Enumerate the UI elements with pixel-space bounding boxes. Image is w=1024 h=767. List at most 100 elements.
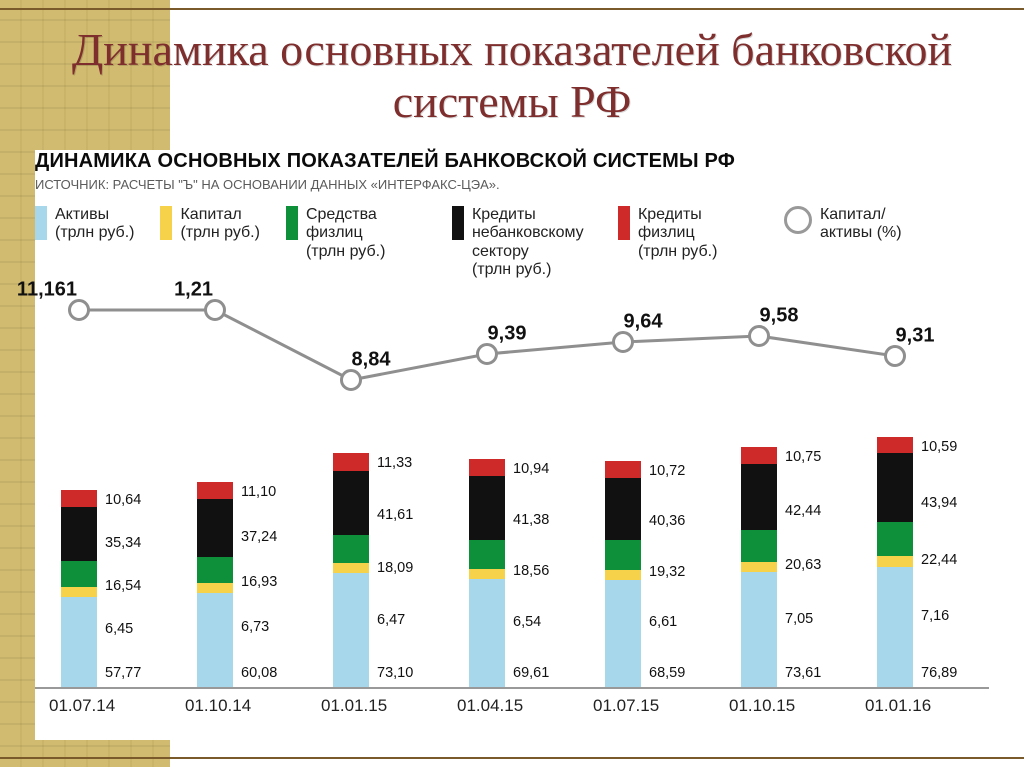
value-label: 73,61: [785, 665, 855, 681]
legend-label: Капитал(трлн руб.): [180, 206, 259, 243]
bar-segment-capital: [741, 562, 777, 573]
bar-segment-credits_fl: [333, 453, 369, 471]
value-label: 60,08: [241, 665, 311, 681]
bar-segment-capital: [333, 563, 369, 573]
bar-group: 10,6435,3416,546,4557,77: [35, 292, 171, 687]
bar-value-labels: 10,75 42,44 20,63 7,05 73,61: [785, 447, 855, 686]
bar-segment-deposits: [61, 561, 97, 587]
bar-segment-capital: [61, 587, 97, 597]
value-label: 10,75: [785, 449, 855, 465]
value-label: 10,59: [921, 439, 991, 455]
legend-label: Кредиты физлиц(трлн руб.): [638, 206, 758, 261]
bar-stack: [197, 482, 233, 687]
bar-segment-deposits: [333, 535, 369, 563]
bar-segment-credits_nb: [877, 453, 913, 521]
bar-segment-assets: [61, 597, 97, 687]
bar-segment-credits_nb: [469, 476, 505, 540]
legend-marker-circle: [784, 206, 812, 234]
bar-segment-credits_nb: [741, 464, 777, 530]
value-label: 10,94: [513, 461, 583, 477]
slide-title: Динамика основных показателей банковской…: [0, 24, 1024, 127]
value-label: 43,94: [921, 495, 991, 511]
value-label: 68,59: [649, 665, 719, 681]
value-label: 41,61: [377, 507, 447, 523]
legend-item: Кредиты физлиц(трлн руб.): [618, 206, 758, 280]
bar-segment-credits_fl: [469, 459, 505, 476]
bar-value-labels: 11,3341,6118,096,4773,10: [377, 453, 447, 686]
x-axis-label: 01.07.15: [593, 696, 659, 716]
bar-segment-credits_nb: [605, 478, 641, 541]
bar-stack: [61, 490, 97, 686]
value-label: 6,54: [513, 614, 583, 630]
value-label: 41,38: [513, 512, 583, 528]
bar-segment-capital: [877, 556, 913, 567]
bar-stack: [741, 447, 777, 686]
bar-value-labels: 10,59 43,94 22,44 7,16 76,89: [921, 437, 991, 687]
value-label: 7,16: [921, 608, 991, 624]
value-label: 16,93: [241, 574, 311, 590]
value-label: 10,64: [105, 492, 175, 508]
bar-segment-credits_fl: [741, 447, 777, 464]
bar-group: 10,9441,3818,566,5469,61: [443, 292, 579, 687]
legend-label: Капитал/ активы (%): [820, 206, 940, 243]
bar-value-labels: 11,1037,2416,936,7360,08: [241, 482, 311, 687]
value-label: 11,10: [241, 484, 311, 500]
legend-item: Средства физлиц(трлн руб.): [286, 206, 426, 280]
value-label: 6,73: [241, 619, 311, 635]
bar-segment-assets: [197, 593, 233, 686]
value-label: 73,10: [377, 665, 447, 681]
bar-segment-deposits: [197, 557, 233, 583]
legend-label: Средства физлиц(трлн руб.): [306, 206, 426, 261]
value-label: 10,72: [649, 463, 719, 479]
bar-segment-assets: [741, 572, 777, 686]
legend-swatch: [452, 206, 464, 240]
value-label: 6,45: [105, 621, 175, 637]
bar-segment-capital: [605, 570, 641, 580]
bar-group: 10,7542,4420,637,0573,61: [715, 292, 851, 687]
bar-segment-assets: [605, 580, 641, 686]
plot-area: 11,1611,218,849,399,649,589,31 10,6435,3…: [35, 292, 989, 689]
bar-segment-credits_fl: [197, 482, 233, 499]
x-axis-label: 01.10.14: [185, 696, 251, 716]
bar-group: 11,1037,2416,936,7360,08: [171, 292, 307, 687]
legend-item: Активы(трлн руб.): [35, 206, 134, 280]
value-label: 6,47: [377, 612, 447, 628]
legend-item: Капитал(трлн руб.): [160, 206, 259, 280]
bar-stack: [877, 437, 913, 687]
bar-segment-assets: [877, 567, 913, 686]
bar-segment-capital: [469, 569, 505, 579]
bar-stack: [605, 461, 641, 687]
chart-subtitle: ДИНАМИКА ОСНОВНЫХ ПОКАЗАТЕЛЕЙ БАНКОВСКОЙ…: [35, 150, 989, 173]
slide: Динамика основных показателей банковской…: [0, 0, 1024, 767]
bar-segment-credits_nb: [333, 471, 369, 535]
frame-top: [0, 8, 1024, 10]
bar-segment-deposits: [741, 530, 777, 562]
value-label: 57,77: [105, 665, 175, 681]
x-axis-label: 01.10.15: [729, 696, 795, 716]
value-label: 42,44: [785, 503, 855, 519]
bar-segment-assets: [469, 579, 505, 687]
legend-swatch: [286, 206, 298, 240]
bar-stack: [333, 453, 369, 686]
legend: Активы(трлн руб.) Капитал(трлн руб.) Средс…: [35, 206, 989, 280]
value-label: 22,44: [921, 552, 991, 568]
legend-swatch: [160, 206, 172, 240]
bar-segment-deposits: [877, 522, 913, 557]
value-label: 7,05: [785, 611, 855, 627]
value-label: 76,89: [921, 665, 991, 681]
value-label: 40,36: [649, 513, 719, 529]
chart-source: ИСТОЧНИК: РАСЧЕТЫ "Ъ" НА ОСНОВАНИИ ДАННЫ…: [35, 177, 989, 192]
bar-segment-credits_fl: [877, 437, 913, 453]
value-label: 20,63: [785, 557, 855, 573]
value-label: 35,34: [105, 535, 175, 551]
value-label: 18,09: [377, 560, 447, 576]
bar-segment-credits_fl: [61, 490, 97, 506]
bar-value-labels: 10,6435,3416,546,4557,77: [105, 490, 175, 686]
legend-label: Кредиты небанковскому сектору(трлн руб.): [472, 206, 592, 280]
value-label: 6,61: [649, 614, 719, 630]
x-axis-label: 01.07.14: [49, 696, 115, 716]
bar-segment-credits_nb: [61, 507, 97, 562]
bar-group: 11,3341,6118,096,4773,10: [307, 292, 443, 687]
x-axis-label: 01.01.15: [321, 696, 387, 716]
bar-segment-credits_fl: [605, 461, 641, 478]
